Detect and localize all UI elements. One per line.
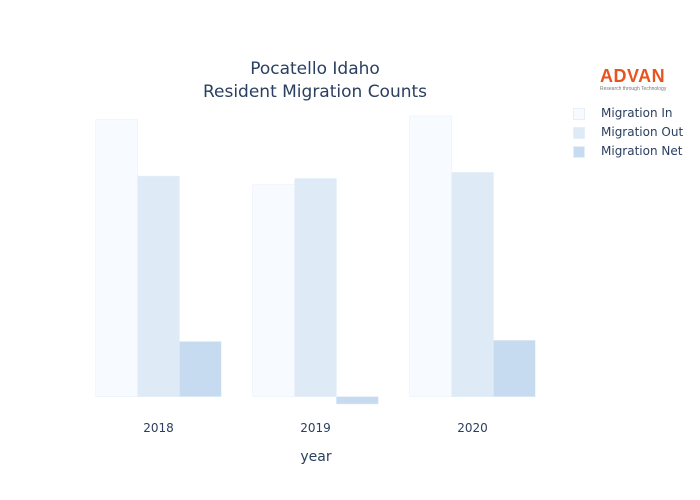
bar-migration-in-2018[interactable] — [95, 119, 138, 397]
bar-migration-in-2019[interactable] — [252, 184, 295, 397]
legend-label-migration-in: Migration In — [601, 106, 673, 120]
x-axis-title: year — [300, 449, 331, 465]
logo-wordmark: ADVAN — [600, 66, 666, 86]
x-tick-label-2018: 2018 — [143, 421, 174, 435]
bar-migration-in-2020[interactable] — [409, 115, 452, 397]
legend-label-migration-out: Migration Out — [601, 125, 684, 139]
legend-swatch-migration-net — [573, 146, 585, 158]
x-tick-label-2019: 2019 — [300, 421, 331, 435]
bar-migration-out-2018[interactable] — [137, 175, 180, 397]
chart-title-line-1: Pocatello Idaho — [250, 59, 380, 79]
bar-migration-net-2019[interactable] — [336, 396, 379, 405]
advan-logo: ADVAN Research through Technology — [600, 66, 672, 96]
legend-swatch-migration-out — [573, 127, 585, 139]
bar-migration-out-2019[interactable] — [294, 178, 337, 397]
legend-swatch-migration-in — [573, 108, 585, 120]
x-tick-label-2020: 2020 — [457, 421, 488, 435]
bars-group — [95, 115, 536, 405]
logo-tagline: Research through Technology — [600, 86, 667, 92]
chart-title: Pocatello Idaho Resident Migration Count… — [0, 58, 630, 104]
bar-migration-net-2018[interactable] — [179, 341, 222, 397]
x-tick-labels: 2018 2019 2020 — [143, 421, 488, 435]
chart-title-line-2: Resident Migration Counts — [202, 82, 428, 102]
legend-label-migration-net: Migration Net — [601, 144, 683, 158]
bar-migration-out-2020[interactable] — [451, 172, 494, 397]
bar-migration-net-2020[interactable] — [493, 340, 536, 397]
